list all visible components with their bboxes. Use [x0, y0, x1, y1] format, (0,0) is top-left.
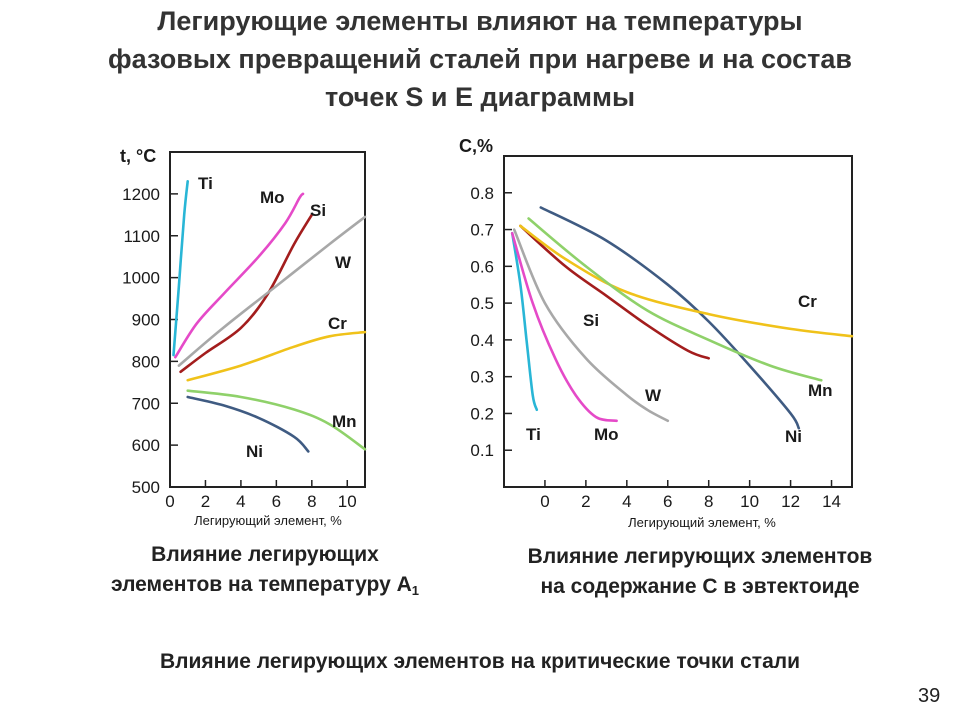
right-caption-line-2: на содержание С в эвтектоиде: [540, 575, 860, 598]
chart1-series-si: [179, 213, 314, 374]
chart2-y-tick-label: 0.6: [470, 257, 494, 276]
title-line-3: точек S и E диаграммы: [324, 82, 636, 112]
bottom-caption: Влияние легирующих элементов на критичес…: [160, 650, 800, 673]
chart2-x-axis-label: Легирующий элемент, %: [628, 515, 776, 530]
chart1-annotation-si: Si: [310, 201, 326, 220]
chart2-x-tick-label: 14: [822, 492, 841, 511]
chart2-annotation-cr: Cr: [798, 292, 817, 311]
chart1-x-tick-label: 2: [201, 492, 210, 511]
title-line-2: фазовых превращений сталей при нагреве и…: [108, 44, 852, 74]
chart2-y-tick-label: 0.8: [470, 184, 494, 203]
chart1-y-tick-label: 900: [132, 311, 160, 330]
chart1-x-axis-label: Легирующий элемент, %: [194, 513, 342, 528]
chart1-y-tick-label: 500: [132, 478, 160, 497]
chart2-x-tick-label: 2: [581, 492, 590, 511]
chart1-x-tick-label: 8: [307, 492, 316, 511]
chart2-x-tick-label: 8: [704, 492, 713, 511]
left-chart-caption: Влияние легирующих элементов на температ…: [50, 540, 480, 606]
right-caption-line-1: Влияние легирующих элементов: [527, 545, 873, 568]
chart2-y-tick-label: 0.3: [470, 368, 494, 387]
chart2-annotation-ni: Ni: [785, 427, 802, 446]
chart1-y-tick-label: 700: [132, 394, 160, 413]
chart2-annotation-mo: Mo: [594, 425, 619, 444]
chart2-x-tick-label: 12: [781, 492, 800, 511]
chart2-series-cr: [519, 224, 854, 338]
left-caption-line-1: Влияние легирующих: [151, 543, 379, 566]
chart2-annotation-mn: Mn: [808, 381, 833, 400]
chart2-y-axis-label: C,%: [459, 136, 493, 156]
chart1-y-tick-label: 1000: [122, 269, 160, 288]
chart1-y-tick-label: 600: [132, 436, 160, 455]
chart1-y-tick-label: 1200: [122, 185, 160, 204]
chart1-annotation-w: W: [335, 253, 352, 272]
chart1-series-mo: [174, 192, 305, 359]
chart1-y-tick-label: 1100: [123, 227, 160, 246]
title-line-1: Легирующие элементы влияют на температур…: [157, 6, 803, 36]
chart2-series-mo: [510, 231, 618, 423]
chart1-annotation-mn: Mn: [332, 412, 357, 431]
chart2-annotation-ti: Ti: [526, 425, 541, 444]
left-caption-subscript: 1: [411, 583, 419, 598]
chart2-x-tick-label: 6: [663, 492, 672, 511]
chart1-x-tick-label: 10: [338, 492, 357, 511]
chart2-y-tick-label: 0.1: [470, 441, 494, 460]
chart2-annotation-w: W: [645, 386, 662, 405]
chart2-series-w: [512, 228, 670, 423]
chart1-annotation-ni: Ni: [246, 442, 263, 461]
slide-title: Легирующие элементы влияют на температур…: [0, 2, 960, 116]
chart1-series-ni: [186, 395, 310, 453]
chart1-x-tick-label: 6: [272, 492, 281, 511]
right-chart-caption: Влияние легирующих элементов на содержан…: [470, 542, 930, 602]
chart1-annotation-mo: Mo: [260, 188, 285, 207]
chart2-series-si: [519, 224, 710, 360]
chart2-x-tick-label: 10: [740, 492, 759, 511]
chart2-y-tick-label: 0.7: [470, 221, 494, 240]
chart1-y-tick-label: 800: [132, 352, 160, 371]
left-caption-line-2: элементов на температуру А1: [50, 570, 480, 606]
chart2-annotation-si: Si: [583, 311, 599, 330]
chart2-y-tick-label: 0.5: [470, 294, 494, 313]
chart1-series-mn: [186, 389, 367, 451]
chart1-x-tick-label: 4: [236, 492, 245, 511]
chart1-y-axis-label: t, °C: [120, 146, 156, 166]
chart2-y-tick-label: 0.2: [470, 404, 494, 423]
chart2-series-ti: [510, 231, 539, 412]
page-number: 39: [918, 685, 941, 707]
chart1-annotation-ti: Ti: [198, 174, 213, 193]
chart1-series-w: [177, 215, 367, 367]
chart1-series-cr: [186, 330, 367, 382]
chart1-annotation-cr: Cr: [328, 314, 347, 333]
chart2-x-tick-label: 0: [540, 492, 549, 511]
chart2-y-tick-label: 0.4: [470, 331, 494, 350]
chart2-frame: [503, 155, 853, 488]
chart1-x-tick-label: 0: [165, 492, 174, 511]
left-caption-text: элементов на температуру А: [111, 573, 412, 596]
chart1-series-ti: [172, 180, 189, 357]
chart2-series-ni: [539, 206, 801, 430]
chart2-x-tick-label: 4: [622, 492, 631, 511]
chart2-series-mn: [527, 217, 823, 382]
